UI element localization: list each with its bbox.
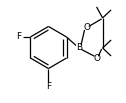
Text: B: B <box>76 43 82 52</box>
Text: O: O <box>93 54 100 63</box>
Text: O: O <box>83 23 90 32</box>
Text: F: F <box>16 32 21 42</box>
Text: F: F <box>46 82 51 91</box>
